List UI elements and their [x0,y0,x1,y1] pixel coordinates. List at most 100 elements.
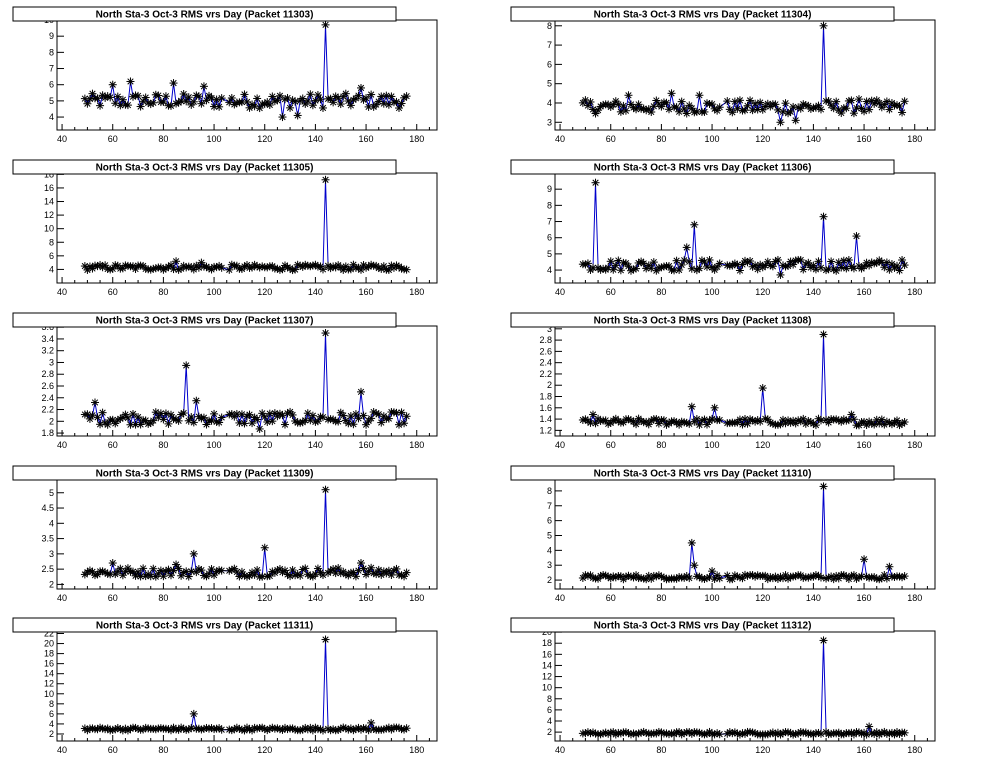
data-point [159,415,168,424]
data-point [182,361,191,370]
data-point [382,91,391,100]
x-tick-label: 140 [806,593,821,603]
data-point [586,418,595,427]
x-tick-label: 40 [57,593,67,603]
x-tick-label: 100 [207,287,222,297]
x-tick-label: 140 [806,134,821,144]
data-point [161,92,170,101]
y-tick-label: 4 [547,545,552,555]
y-tick-label: 10 [44,689,54,699]
y-tick-label: 4.5 [41,503,54,513]
data-point [88,89,97,98]
data-point [682,109,691,118]
data-point [621,106,630,115]
data-point [735,266,744,275]
data-point [308,411,317,420]
x-tick-label: 40 [555,287,565,297]
data-point [319,265,327,274]
x-tick-label: 80 [158,440,168,450]
data-point [723,97,732,106]
x-tick-label: 120 [257,134,272,144]
data-point [179,409,188,418]
data-point [672,256,681,265]
x-tick-label: 180 [409,593,424,603]
x-tick-label: 80 [656,440,666,450]
x-tick-label: 80 [158,745,168,755]
data-point [288,410,297,419]
y-tick-label: 4 [547,716,552,726]
data-point [379,99,388,108]
x-tick-label: 100 [705,593,720,603]
data-point [139,564,148,573]
x-tick-label: 180 [907,440,922,450]
data-point [779,107,787,116]
data-point [819,21,828,30]
data-point [708,567,717,576]
y-tick-label: 6 [547,516,552,526]
data-point [690,220,699,229]
y-tick-label: 2.4 [539,358,552,368]
data-point [265,100,274,109]
data-point [860,555,869,564]
data-point [735,96,744,105]
data-point [789,102,798,111]
data-point [275,91,284,100]
data-point [161,409,170,418]
data-point [700,107,709,116]
data-point [402,92,411,101]
data-point [632,264,641,273]
y-tick-label: 6 [49,709,54,719]
data-point [253,415,262,424]
data-point [776,270,785,279]
data-point [321,329,330,338]
chart-title: North Sta-3 Oct-3 RMS vrs Day (Packet 11… [96,621,313,632]
data-point [832,266,841,275]
data-point [321,635,330,644]
x-tick-label: 180 [907,745,922,755]
data-point [634,100,643,109]
data-point [583,259,592,268]
data-point [291,416,300,425]
y-tick-label: 14 [44,669,54,679]
data-point [131,265,140,274]
x-tick-label: 60 [606,134,616,144]
data-point [367,414,376,423]
data-point [738,420,747,429]
data-point [189,97,198,106]
x-tick-label: 140 [308,440,323,450]
x-tick-label: 180 [907,134,922,144]
data-point [705,255,714,264]
x-tick-label: 40 [57,440,67,450]
data-point [885,105,894,114]
y-tick-label: 1.4 [539,414,552,424]
x-tick-label: 180 [907,287,922,297]
data-point [796,104,805,113]
data-point [217,94,226,103]
y-tick-label: 2 [49,579,54,589]
data-point [591,178,600,187]
y-tick-label: 8 [49,699,54,709]
data-point [715,415,724,424]
y-tick-label: 3.2 [41,346,54,356]
x-tick-label: 40 [555,440,565,450]
y-tick-label: 8 [547,694,552,704]
data-point [384,414,393,423]
plot-frame [554,630,936,742]
data-point [235,418,244,427]
data-point [172,257,181,266]
y-tick-label: 2.6 [539,346,552,356]
data-point [313,90,322,99]
x-tick-label: 40 [57,134,67,144]
data-point [865,105,874,114]
data-point [616,107,625,116]
y-tick-label: 16 [44,183,54,193]
y-tick-label: 5 [49,96,54,106]
chart-panel: 40 60 80 100 120 140 160 180 2 3 4 5 6 7 8 North Sta-3 … [510,465,936,603]
y-tick-label: 2.2 [41,405,54,415]
data-point [862,730,871,739]
data-point [789,260,798,269]
series-line [582,486,905,581]
data-point [715,103,724,112]
data-point [781,99,790,108]
data-point [260,412,269,421]
